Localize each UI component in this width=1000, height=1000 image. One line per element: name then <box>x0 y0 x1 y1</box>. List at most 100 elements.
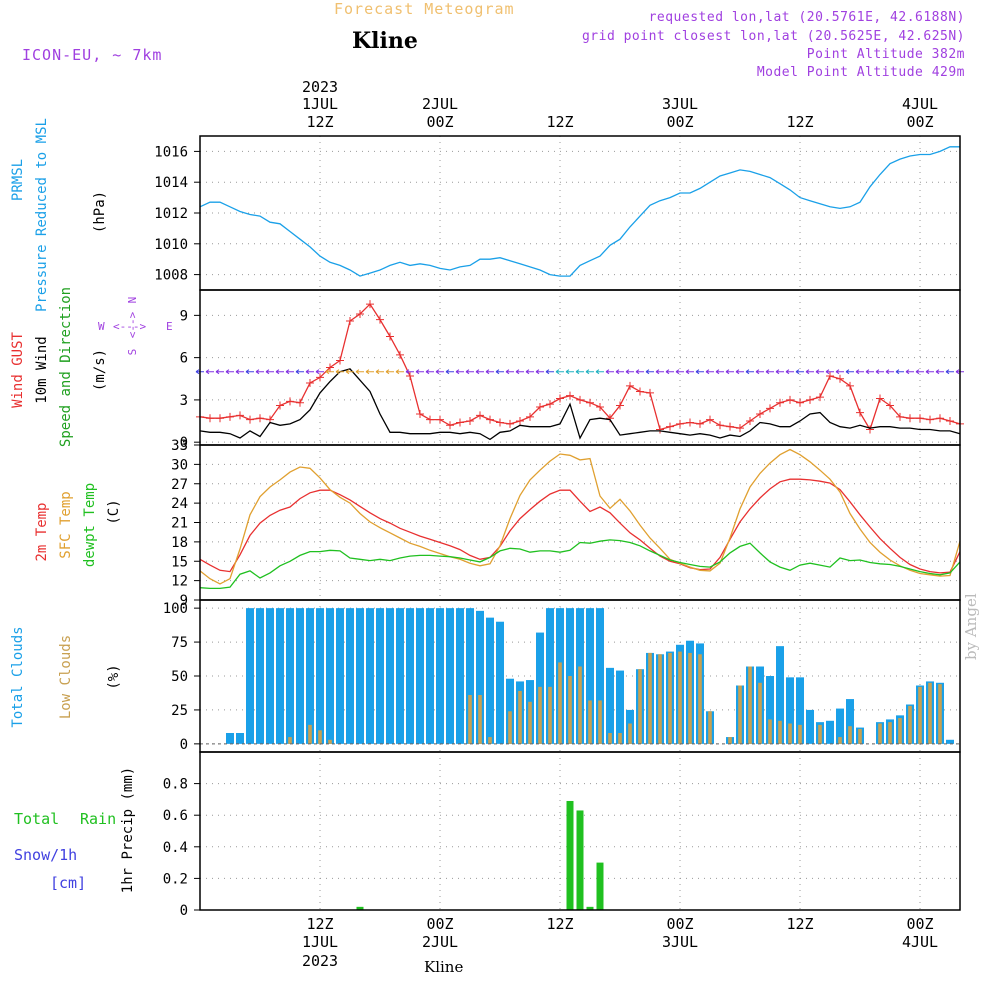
wind-direction-arrow <box>795 369 804 375</box>
low-cloud-bar <box>738 685 742 744</box>
series-line-dewpt-temp <box>199 539 961 590</box>
wind-direction-arrow <box>845 369 854 375</box>
wind-direction-arrow <box>765 369 774 375</box>
y-tick-label: 15 <box>171 554 188 570</box>
y-tick-label: 75 <box>171 635 188 651</box>
gust-marker <box>586 398 594 407</box>
total-cloud-bar <box>396 608 404 744</box>
wind-direction-arrow <box>515 369 524 375</box>
wind-direction-arrow <box>235 369 244 375</box>
precip-unit-label: [cm] <box>50 874 86 892</box>
low-cloud-bar <box>748 666 752 744</box>
y-tick-label: 30 <box>171 457 188 473</box>
compass-east: E <box>166 320 173 333</box>
gust-marker <box>306 379 314 387</box>
total-cloud-bar <box>376 608 384 744</box>
y-tick-label: 24 <box>171 496 188 512</box>
total-cloud-bar <box>346 608 354 744</box>
total-cloud-bar <box>426 608 434 744</box>
total-cloud-bar <box>946 739 954 744</box>
gust-marker <box>426 415 434 424</box>
grid-point-coords: grid point closest lon,lat (20.5625E, 42… <box>581 29 965 44</box>
bottom-date-label: 2JUL <box>422 933 458 951</box>
low-cloud-bar <box>528 701 532 744</box>
gust-marker <box>906 414 914 423</box>
gust-marker <box>286 397 294 406</box>
gust-marker <box>896 412 904 421</box>
low-cloud-bar <box>668 652 672 744</box>
gust-marker <box>756 410 764 418</box>
low-cloud-bar <box>288 737 292 744</box>
wind-direction-arrow <box>355 369 364 375</box>
panel-wind: 0 3 6 9 <box>180 289 964 451</box>
top-date-label: 2JUL <box>422 95 458 113</box>
wind-direction-arrow <box>475 369 484 375</box>
top-date-label: 1JUL <box>302 95 338 113</box>
low-cloud-bar <box>788 723 792 744</box>
gust-marker <box>516 417 524 426</box>
panel-precipitation: 0 0.2 0.4 0.6 0.8 <box>163 751 961 919</box>
series-line-sfc-temp <box>199 448 961 585</box>
bottom-hour-label: 00Z <box>426 915 453 933</box>
wind-direction-arrow <box>405 369 414 375</box>
gust-marker <box>576 395 584 404</box>
precip-total-label: Total <box>14 810 59 828</box>
wind-direction-arrow <box>225 369 234 375</box>
y-tick-label: 0 <box>180 737 188 753</box>
wind-direction-arrow <box>595 369 604 375</box>
total-cloud-bar <box>546 608 554 744</box>
precip-rain-label: Rain <box>80 810 116 828</box>
gust-marker <box>656 425 664 434</box>
wind-direction-arrow <box>345 369 354 375</box>
gust-marker <box>406 371 414 380</box>
gust-marker <box>346 317 354 325</box>
panel-labels: PRMSL Pressure Reduced to MSL (hPa) Wind GU… <box>10 118 173 893</box>
gust-marker <box>596 402 604 411</box>
wind-direction-arrow <box>935 369 944 375</box>
y-tick-label: 0.2 <box>163 871 188 887</box>
wind-direction-label: Speed and Direction <box>58 287 74 447</box>
total-cloud-bar <box>806 709 814 744</box>
low-cloud-bar <box>318 730 322 744</box>
wind-direction-arrow <box>855 369 864 375</box>
total-cloud-bar <box>276 608 284 744</box>
wind-direction-arrow <box>735 369 744 375</box>
clouds-unit-label: (%) <box>106 664 122 689</box>
gust-marker <box>886 401 894 410</box>
gust-marker <box>416 410 424 418</box>
wind-direction-arrow <box>695 369 704 375</box>
y-tick-label: 1010 <box>154 237 188 253</box>
wind-direction-arrow <box>385 369 394 375</box>
total-cloud-bar <box>826 720 834 744</box>
total-cloud-bar <box>436 608 444 744</box>
top-date-label: 3JUL <box>662 95 698 113</box>
low-cloud-bar <box>728 737 732 744</box>
wind-direction-arrow <box>635 369 644 375</box>
wind-direction-arrow <box>885 369 894 375</box>
temp-sfc-label: SFC Temp <box>58 491 74 558</box>
total-cloud-bar <box>786 677 794 744</box>
gust-marker <box>836 374 844 383</box>
gust-marker <box>606 414 614 423</box>
wind-direction-arrow <box>295 369 304 375</box>
wind-direction-arrow <box>445 369 454 375</box>
total-cloud-bar <box>456 608 464 744</box>
total-cloud-bar <box>596 608 604 744</box>
y-tick-label: 1014 <box>154 175 188 191</box>
compass-south: S <box>126 349 139 356</box>
gust-marker <box>616 401 624 410</box>
gust-marker <box>816 393 824 402</box>
wind-direction-arrow <box>915 369 924 375</box>
low-cloud-bar <box>838 737 842 744</box>
top-hour-label: 00Z <box>666 113 693 131</box>
low-cloud-bar <box>918 686 922 744</box>
y-tick-label: 6 <box>180 351 188 367</box>
bottom-hour-label: 00Z <box>666 915 693 933</box>
wind-direction-arrow <box>645 369 654 375</box>
y-tick-label: 1012 <box>154 206 188 222</box>
gust-marker <box>646 388 654 397</box>
gust-marker <box>256 414 264 423</box>
wind-direction-arrow <box>255 369 264 375</box>
y-tick-label: 25 <box>171 703 188 719</box>
